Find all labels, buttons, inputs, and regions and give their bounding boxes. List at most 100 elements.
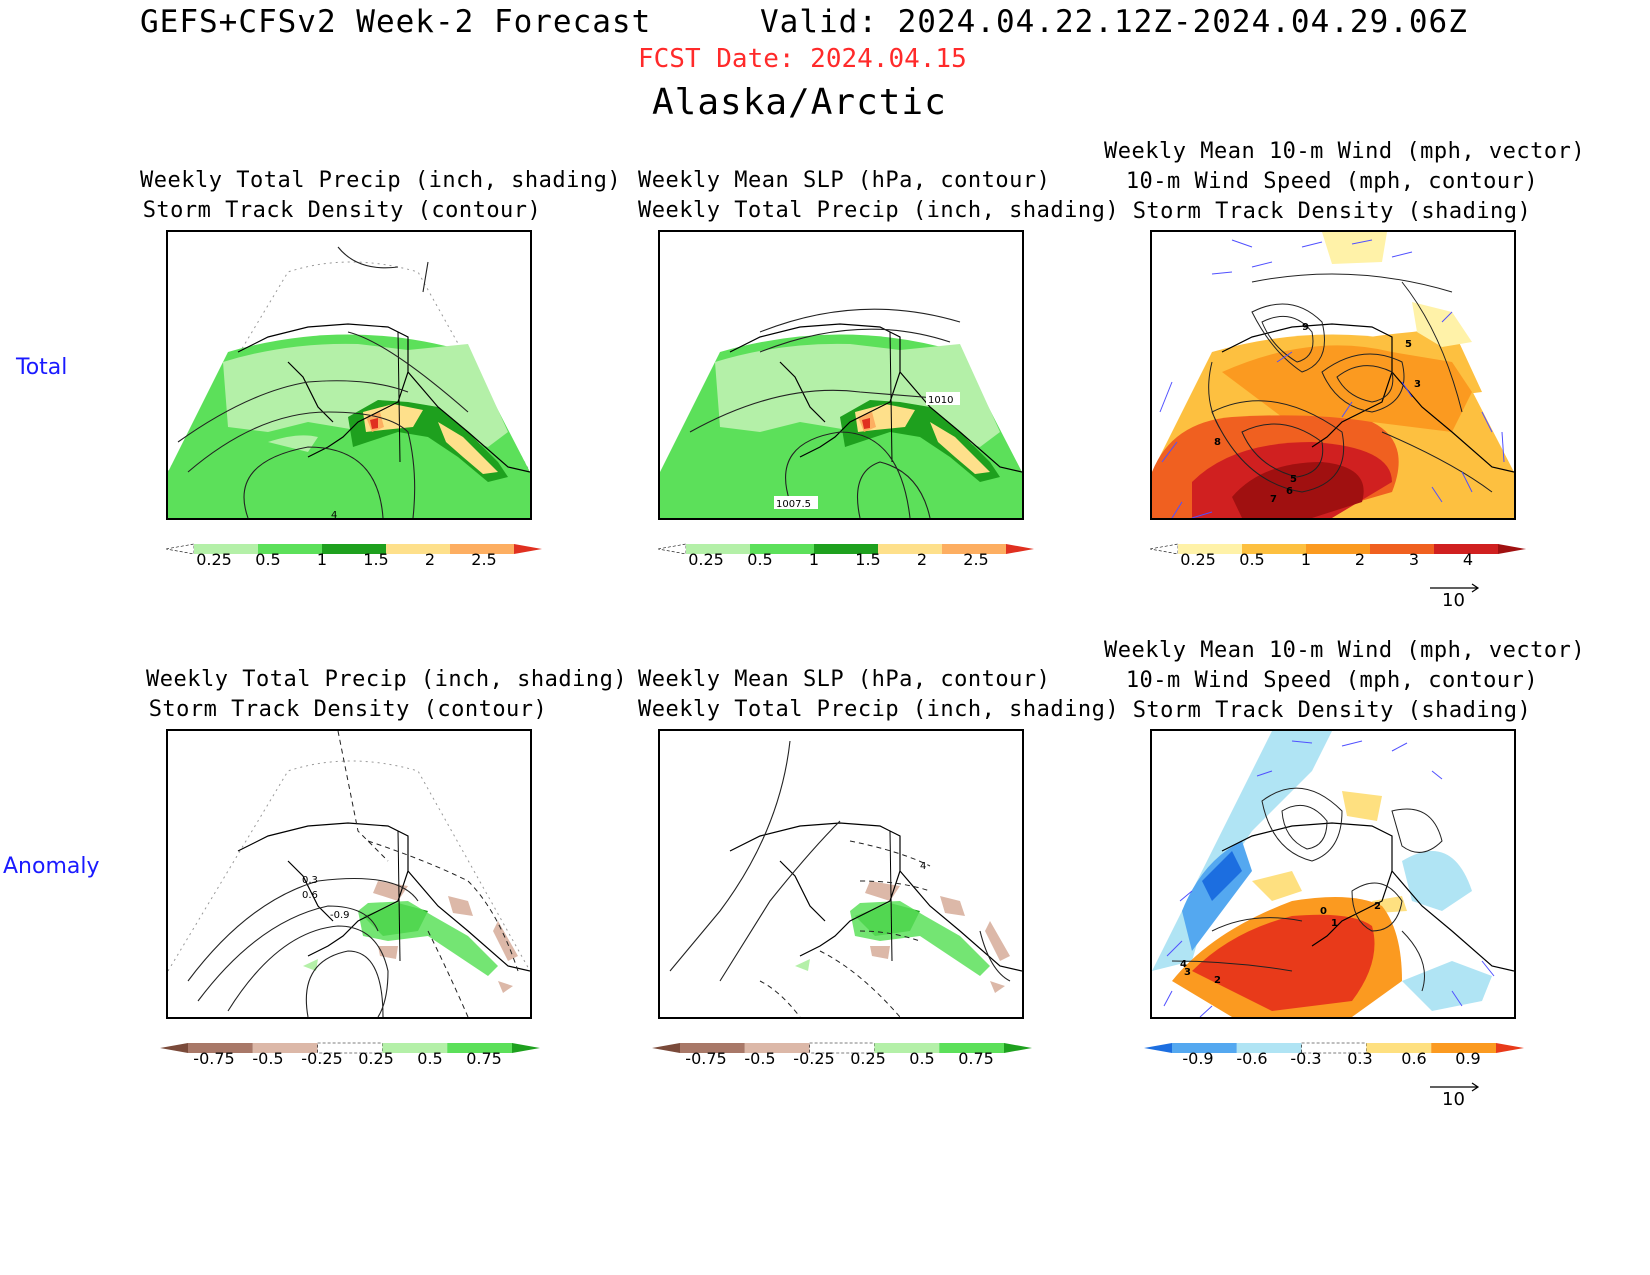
tick: 0.5 xyxy=(909,1049,935,1068)
vector-key-label: 10 xyxy=(1442,590,1465,611)
colorbar-swatch xyxy=(686,544,750,554)
valid-period: Valid: 2024.04.22.12Z-2024.04.29.06Z xyxy=(760,4,1468,40)
colorbar-ticks-storm-anom: -0.9 -0.6 -0.3 0.3 0.6 0.9 xyxy=(1144,1049,1524,1069)
tick: 0.75 xyxy=(958,1049,994,1068)
panel1-title-line1: Weekly Total Precip (inch, shading) xyxy=(140,168,622,193)
colorbar-swatch xyxy=(165,543,195,555)
vector-key-label: 10 xyxy=(1442,1089,1465,1110)
panel2-title-line1: Weekly Mean SLP (hPa, contour) xyxy=(638,168,1051,193)
panel3-label-4: 8 xyxy=(1214,437,1221,448)
tick: -0.6 xyxy=(1236,1049,1268,1068)
panel3-label-7: 5 xyxy=(1290,474,1297,485)
tick: 2.5 xyxy=(471,550,497,569)
row-label-total: Total xyxy=(16,355,68,380)
colorbar-swatch xyxy=(160,1043,188,1053)
colorbar-swatch xyxy=(744,1043,810,1053)
colorbar-swatch xyxy=(1236,1043,1302,1053)
tick: -0.5 xyxy=(744,1049,776,1068)
tick: 0.3 xyxy=(1347,1049,1373,1068)
tick: -0.75 xyxy=(193,1049,235,1068)
colorbar-swatch xyxy=(939,1043,1004,1053)
tick: 1 xyxy=(316,550,328,569)
colorbar-precip-anom-2 xyxy=(652,1039,1032,1058)
panel3-label-2: 5 xyxy=(1405,339,1412,350)
colorbar-swatch xyxy=(1172,1043,1237,1053)
panel3-label-1: 9 xyxy=(1302,322,1309,333)
colorbar-swatch xyxy=(447,1043,512,1053)
tick: -0.5 xyxy=(252,1049,284,1068)
colorbar-swatches xyxy=(657,543,1034,555)
panel6-label-2: 1 xyxy=(1331,918,1338,929)
colorbar-swatch xyxy=(942,544,1006,554)
panel4-label-2: 0.6 xyxy=(302,890,318,901)
tick: 0.25 xyxy=(850,1049,886,1068)
colorbar-swatch xyxy=(1306,544,1370,554)
colorbar-swatch xyxy=(1366,1043,1432,1053)
colorbar-swatch xyxy=(1431,1043,1496,1053)
panel2-title: Weekly Mean SLP (hPa, contour) Weekly To… xyxy=(638,166,1120,226)
map-panel-anomaly-precip: 0.3 0.6 -0.9 xyxy=(166,729,532,1019)
tick: 1.5 xyxy=(855,550,881,569)
colorbar-swatches xyxy=(165,543,542,555)
colorbar-swatches xyxy=(1149,543,1526,555)
colorbar-ticks-precip-total: 0.25 0.5 1 1.5 2 2.5 xyxy=(166,550,542,570)
colorbar-swatch xyxy=(1242,544,1306,554)
colorbar-ticks-precip-anom-2: -0.75 -0.5 -0.25 0.25 0.5 0.75 xyxy=(652,1049,1032,1069)
colorbar-ticks-precip-anom: -0.75 -0.5 -0.25 0.25 0.5 0.75 xyxy=(160,1049,540,1069)
colorbar-swatch xyxy=(809,1042,875,1054)
colorbar-swatch xyxy=(188,1043,253,1053)
panel4-label-3: -0.9 xyxy=(330,910,350,921)
tick: 0.5 xyxy=(747,550,773,569)
colorbar-swatch xyxy=(1301,1042,1367,1054)
panel6-label-4: 4 xyxy=(1180,959,1187,970)
tick: 3 xyxy=(1408,550,1420,569)
tick: -0.75 xyxy=(685,1049,727,1068)
tick: 1 xyxy=(1300,550,1312,569)
panel1-title: Weekly Total Precip (inch, shading) Stor… xyxy=(140,166,622,226)
tick: 0.9 xyxy=(1455,1049,1481,1068)
tick: 2.5 xyxy=(963,550,989,569)
panel2-contour-label-1010: 1010 xyxy=(928,395,953,406)
map-panel-total-precip: 4 xyxy=(166,230,532,520)
colorbar-swatch xyxy=(1144,1043,1172,1053)
vector-key-bottom: 10 xyxy=(1428,1077,1484,1110)
colorbar-swatch xyxy=(652,1043,680,1053)
forecast-date: FCST Date: 2024.04.15 xyxy=(638,44,967,74)
colorbar-swatch xyxy=(878,544,942,554)
panel6-title: Weekly Mean 10-m Wind (mph, vector) 10-m… xyxy=(1104,636,1585,726)
colorbar-swatch xyxy=(1498,544,1526,554)
colorbar-precip-total-2 xyxy=(657,540,1034,559)
panel2-title-line2: Weekly Total Precip (inch, shading) xyxy=(638,198,1120,223)
chart-title: GEFS+CFSv2 Week-2 Forecast xyxy=(140,4,652,40)
panel6-label-5: 3 xyxy=(1184,967,1191,978)
vector-key-top: 10 xyxy=(1428,578,1484,611)
tick: 0.5 xyxy=(1239,550,1265,569)
tick: 2 xyxy=(916,550,928,569)
tick: 0.5 xyxy=(255,550,281,569)
colorbar-swatch xyxy=(1178,544,1242,554)
panel5-title: Weekly Mean SLP (hPa, contour) Weekly To… xyxy=(638,665,1119,725)
colorbar-ticks-precip-total-2: 0.25 0.5 1 1.5 2 2.5 xyxy=(658,550,1034,570)
colorbar-swatch xyxy=(322,544,386,554)
panel3-label-5: 6 xyxy=(1286,486,1293,497)
tick: 0.25 xyxy=(358,1049,394,1068)
tick: 0.6 xyxy=(1401,1049,1427,1068)
panel3-title-line1: Weekly Mean 10-m Wind (mph, vector) xyxy=(1104,139,1586,164)
tick: -0.9 xyxy=(1182,1049,1214,1068)
colorbar-swatches xyxy=(160,1042,540,1054)
panel3-title: Weekly Mean 10-m Wind (mph, vector) 10-m… xyxy=(1104,137,1586,227)
colorbar-swatch xyxy=(512,1043,540,1053)
tick: 2 xyxy=(1354,550,1366,569)
tick: 4 xyxy=(1462,550,1474,569)
panel6-label-1: 0 xyxy=(1320,906,1327,917)
colorbar-storm-total xyxy=(1149,540,1526,559)
colorbar-ticks-storm-total: 0.25 0.5 1 2 3 4 xyxy=(1150,550,1526,570)
colorbar-swatches xyxy=(652,1042,1032,1054)
tick: -0.3 xyxy=(1290,1049,1322,1068)
panel2-contour-label-1007: 1007.5 xyxy=(776,499,811,510)
colorbar-swatch xyxy=(750,544,814,554)
panel4-title-line2: Storm Track Density (contour) xyxy=(148,697,548,722)
map-panel-anomaly-wind: 0 1 2 4 3 2 xyxy=(1150,729,1516,1019)
panel1-title-line2: Storm Track Density (contour) xyxy=(142,198,542,223)
colorbar-precip-total xyxy=(165,540,542,559)
